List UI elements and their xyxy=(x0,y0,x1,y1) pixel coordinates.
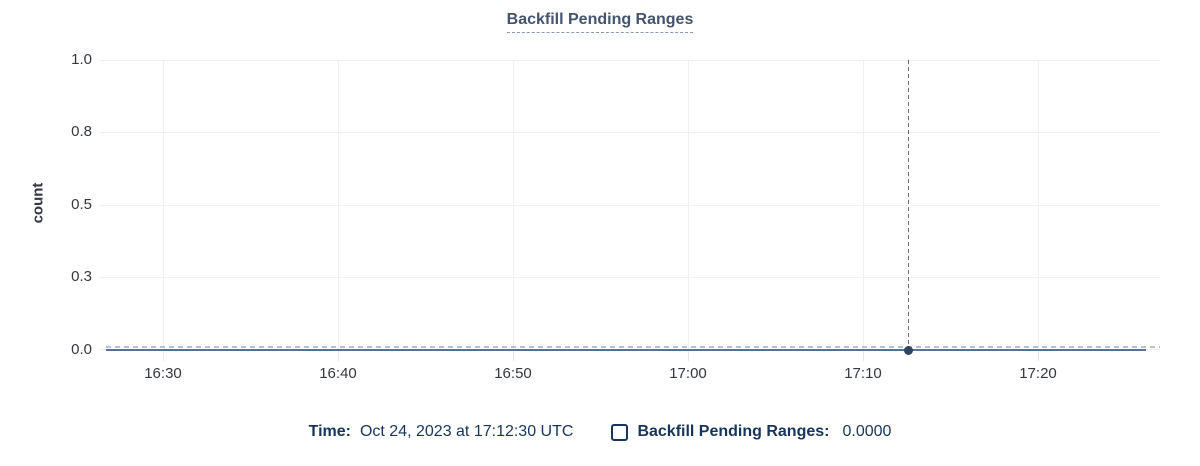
x-axis-tick xyxy=(163,351,164,361)
x-axis-tick-label: 17:10 xyxy=(844,365,882,382)
series-zero-dashed-line xyxy=(106,346,1160,348)
legend-series-checkbox[interactable] xyxy=(611,423,629,441)
cursor-point-marker xyxy=(904,346,913,355)
x-axis-tick-label: 16:40 xyxy=(319,365,357,382)
x-axis-tick-label: 17:00 xyxy=(669,365,707,382)
gridline-vertical xyxy=(338,60,339,350)
x-axis-tick-label: 16:50 xyxy=(494,365,532,382)
chart-header: Backfill Pending Ranges xyxy=(0,11,1200,33)
plot-canvas[interactable] xyxy=(100,60,1160,355)
x-axis-tick xyxy=(1038,351,1039,361)
gridline-horizontal xyxy=(100,132,1160,133)
series-line xyxy=(106,349,1146,351)
y-axis-tick-label: 0.0 xyxy=(71,341,92,358)
gridline-horizontal xyxy=(100,205,1160,206)
legend-bar: Time: Oct 24, 2023 at 17:12:30 UTC Backf… xyxy=(0,420,1200,444)
x-axis-tick xyxy=(688,351,689,361)
x-axis-tick xyxy=(863,351,864,361)
y-axis-tick-label: 0.8 xyxy=(71,123,92,140)
legend-time-value: Oct 24, 2023 at 17:12:30 UTC xyxy=(359,423,574,440)
x-axis-tick-label: 17:20 xyxy=(1019,365,1057,382)
x-axis-tick xyxy=(338,351,339,361)
cursor-crosshair-line xyxy=(908,60,909,350)
gridline-vertical xyxy=(863,60,864,350)
chart-title[interactable]: Backfill Pending Ranges xyxy=(506,11,694,33)
y-axis-tick-label: 1.0 xyxy=(71,51,92,68)
legend-series-label[interactable]: Backfill Pending Ranges: xyxy=(637,423,830,440)
gridline-horizontal xyxy=(100,277,1160,278)
x-axis-tick-label: 16:30 xyxy=(144,365,182,382)
legend-series-value: 0.0000 xyxy=(842,423,892,440)
legend-time-label: Time: xyxy=(308,423,351,440)
gridline-vertical xyxy=(163,60,164,350)
gridline-vertical xyxy=(513,60,514,350)
y-axis-tick-label: 0.3 xyxy=(71,268,92,285)
x-axis-tick xyxy=(513,351,514,361)
gridline-vertical xyxy=(688,60,689,350)
y-axis-tick-label: 0.5 xyxy=(71,196,92,213)
gridline-horizontal xyxy=(100,60,1160,61)
gridline-vertical xyxy=(1038,60,1039,350)
